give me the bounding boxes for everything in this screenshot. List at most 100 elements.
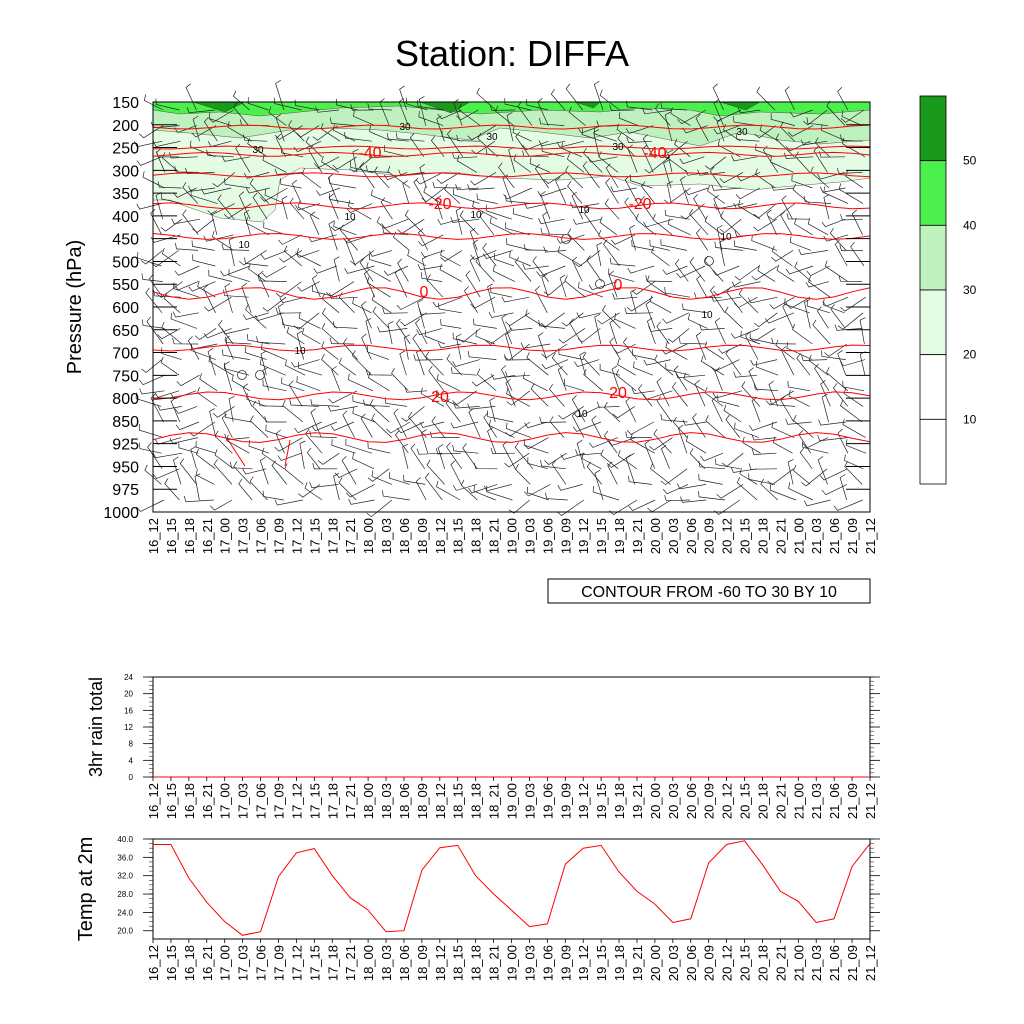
wind-barb <box>572 218 602 225</box>
wind-barb <box>437 109 462 120</box>
rain-time-tick-label: 18_18 <box>469 783 484 819</box>
wind-barb <box>367 468 390 482</box>
wind-barb <box>824 343 848 357</box>
wind-barb <box>464 286 478 313</box>
time-tick-label: 18_06 <box>397 518 412 554</box>
wind-barb <box>823 298 845 314</box>
colorbar-tick-label: 30 <box>963 283 977 297</box>
wind-barb <box>837 312 864 330</box>
temp-time-tick-label: 17_09 <box>271 945 286 981</box>
wind-barb <box>349 156 373 173</box>
wind-barb <box>522 263 549 270</box>
wind-barb <box>709 285 726 313</box>
wind-barb <box>393 408 407 438</box>
wind-barb <box>406 97 428 111</box>
wind-barb <box>421 255 428 282</box>
time-tick-label: 17_15 <box>307 518 322 554</box>
wind-barb <box>689 208 709 236</box>
wind-barb <box>629 224 636 251</box>
wind-barb <box>584 208 600 235</box>
wind-barb <box>346 203 373 214</box>
wind-barb <box>803 499 831 507</box>
wind-barb <box>851 209 863 235</box>
wind-barb <box>311 274 321 298</box>
wind-barb <box>373 166 390 189</box>
wind-barb <box>182 209 199 236</box>
rain-time-tick-label: 19_12 <box>576 783 591 819</box>
wind-barb <box>541 273 549 298</box>
wind-barb <box>469 227 478 251</box>
wind-barb <box>171 218 200 225</box>
wind-barb <box>806 300 830 314</box>
wind-barb <box>515 464 531 485</box>
wind-barb <box>814 137 830 158</box>
wind-barb <box>249 476 268 501</box>
temp-time-tick-label: 21_03 <box>809 945 824 981</box>
wind-barb <box>785 265 814 275</box>
wind-barb <box>588 437 619 448</box>
wind-barb <box>780 395 795 423</box>
wind-speed-shading <box>152 101 871 223</box>
wind-barb <box>289 197 305 220</box>
time-tick-label: 21_12 <box>863 518 878 554</box>
rain-tick-label: 0 <box>129 773 134 782</box>
wind-barb <box>540 312 565 328</box>
wind-barb <box>670 107 691 126</box>
wind-barb <box>769 484 797 501</box>
temperature-contour-line <box>152 432 871 443</box>
wind-barb <box>711 396 723 423</box>
wind-barb <box>420 272 443 282</box>
pressure-axis-label: Pressure (hPa) <box>64 240 86 375</box>
wind-barb <box>161 152 180 173</box>
time-tick-label: 17_21 <box>343 518 358 554</box>
wind-barb <box>431 416 446 438</box>
wind-barb <box>242 468 267 475</box>
pressure-tick-label: 850 <box>112 414 139 431</box>
wind-barb <box>262 490 284 501</box>
wind-barb <box>715 458 741 470</box>
wind-barb <box>688 313 708 329</box>
wind-barb <box>258 270 270 298</box>
pressure-tick-label: 700 <box>112 346 139 363</box>
wind-barb <box>776 264 795 282</box>
wind-barb <box>192 115 200 142</box>
wind-barb <box>188 281 216 292</box>
wind-barb <box>660 239 687 251</box>
wind-barb <box>150 234 181 243</box>
wind-barb <box>286 326 305 345</box>
wind-barb <box>576 440 585 469</box>
wind-barb <box>331 366 341 391</box>
wind-barb <box>766 209 778 235</box>
wind-barb <box>734 422 760 438</box>
wind-barb <box>802 109 828 126</box>
wind-barb <box>232 90 250 111</box>
temp-time-tick-label: 20_15 <box>738 945 753 981</box>
wind-barb <box>624 197 638 220</box>
wind-barb <box>625 431 652 438</box>
wind-barb <box>821 393 829 423</box>
wind-speed-contour-label: 10 <box>470 210 482 221</box>
wind-barb <box>283 245 303 267</box>
wind-barb <box>820 124 847 142</box>
wind-barb <box>260 250 288 260</box>
wind-barb <box>360 413 373 438</box>
pressure-tick-label: 500 <box>112 254 139 271</box>
time-tick-label: 17_00 <box>218 518 233 554</box>
wind-barb <box>786 342 813 360</box>
wind-barb <box>504 452 530 468</box>
wind-barb <box>833 499 863 511</box>
wind-barb <box>194 328 217 341</box>
rain-tick-label: 16 <box>124 706 133 715</box>
rain-time-tick-label: 20_06 <box>684 783 699 819</box>
wind-barb <box>656 321 670 345</box>
wind-barb <box>543 246 567 253</box>
temperature-contour-label: 20 <box>609 385 627 402</box>
wind-barb <box>217 194 235 220</box>
rain-time-tick-label: 20_09 <box>702 783 717 819</box>
wind-barb <box>713 125 740 135</box>
wind-barb <box>473 318 497 329</box>
rain-time-tick-label: 19_21 <box>630 783 645 819</box>
wind-barb <box>316 187 341 196</box>
wind-barb <box>262 367 270 391</box>
wind-barb <box>186 106 216 114</box>
